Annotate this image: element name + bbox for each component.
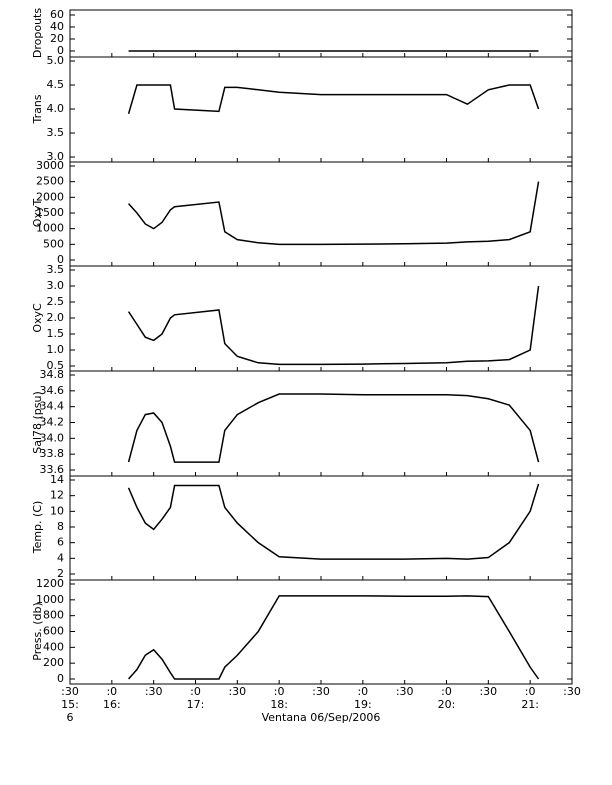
y-tick-label: 500 [43, 237, 64, 250]
y-tick-label: 5.0 [47, 54, 65, 67]
x-tick-label: :0 [525, 685, 536, 698]
y-tick-label: 1.5 [47, 327, 65, 340]
y-tick-label: 0 [57, 44, 64, 57]
y-tick-label: 2000 [36, 190, 64, 203]
x-tick-label: :30 [312, 685, 330, 698]
x-tick-label: :30 [61, 685, 79, 698]
x-day-label: 6 [67, 711, 74, 724]
y-axis-label: Temp. (C) [31, 501, 44, 555]
y-tick-label: 33.6 [40, 463, 65, 476]
y-tick-label: 8 [57, 520, 64, 533]
y-tick-label: 1500 [36, 206, 64, 219]
x-tick-label: :30 [396, 685, 414, 698]
y-tick-label: 1000 [36, 222, 64, 235]
y-tick-label: 200 [43, 656, 64, 669]
y-tick-label: 60 [50, 8, 64, 21]
y-axis-label: OxyC [31, 303, 44, 333]
y-tick-label: 34.8 [40, 368, 65, 381]
x-hour-label: 15: [61, 698, 79, 711]
y-tick-label: 1000 [36, 593, 64, 606]
data-line [128, 181, 540, 246]
y-tick-label: 0.5 [47, 359, 65, 372]
data-line [127, 483, 540, 560]
x-tick-label: :30 [145, 685, 163, 698]
x-hour-label: 20: [438, 698, 456, 711]
panel-frame [69, 475, 573, 581]
y-tick-label: 2.0 [47, 311, 65, 324]
y-tick-label: 4.5 [47, 78, 65, 91]
y-tick-label: 2500 [36, 175, 64, 188]
y-axis-label: Sal78 (psu) [31, 391, 44, 454]
y-tick-label: 1200 [36, 577, 64, 590]
x-tick-label: :30 [479, 685, 497, 698]
x-axis-label: Ventana 06/Sep/2006 [262, 711, 381, 724]
x-hour-label: 21: [521, 698, 539, 711]
y-tick-label: 1.0 [47, 343, 65, 356]
y-tick-label: 3.0 [47, 150, 65, 163]
y-tick-label: 2.5 [47, 295, 65, 308]
y-tick-label: 33.8 [40, 447, 65, 460]
y-tick-label: 14 [50, 473, 64, 486]
y-tick-label: 10 [50, 504, 64, 517]
y-tick-label: 34.4 [40, 400, 65, 413]
data-line [127, 285, 540, 366]
panel-frame [69, 161, 573, 267]
y-axis-label: OxyT [31, 199, 44, 228]
y-tick-label: 34.2 [40, 416, 65, 429]
x-hour-label: 19: [354, 698, 372, 711]
x-hour-label: 17: [187, 698, 205, 711]
y-axis-label: Dropouts [31, 8, 44, 58]
x-tick-label: :0 [190, 685, 201, 698]
y-axis-label: Press. (db) [31, 602, 44, 661]
data-line [127, 393, 540, 463]
panel-frame [69, 265, 573, 372]
y-tick-label: 34.6 [40, 384, 65, 397]
x-tick-label: :0 [441, 685, 452, 698]
y-tick-label: 4 [57, 551, 64, 564]
x-tick-label: :30 [563, 685, 581, 698]
panel-frame [69, 370, 573, 477]
y-tick-label: 34.0 [40, 431, 65, 444]
y-tick-label: 12 [50, 489, 64, 502]
data-line [128, 595, 540, 680]
x-tick-label: :0 [357, 685, 368, 698]
y-axis-label: Trans [31, 94, 44, 124]
x-tick-label: :30 [228, 685, 246, 698]
y-tick-label: 800 [43, 609, 64, 622]
y-tick-label: 40 [50, 20, 64, 33]
y-tick-label: 2 [57, 567, 64, 580]
y-tick-label: 0 [57, 253, 64, 266]
y-tick-label: 400 [43, 640, 64, 653]
y-tick-label: 0 [57, 672, 64, 685]
y-tick-label: 600 [43, 625, 64, 638]
panel-frame [69, 9, 573, 58]
panel-frame [69, 56, 573, 163]
y-tick-label: 3.5 [47, 263, 65, 276]
y-tick-label: 3.5 [47, 126, 65, 139]
x-tick-label: :0 [106, 685, 117, 698]
y-tick-label: 6 [57, 536, 64, 549]
y-tick-label: 3000 [36, 159, 64, 172]
x-tick-label: :0 [274, 685, 285, 698]
x-hour-label: 16: [103, 698, 121, 711]
x-hour-label: 18: [270, 698, 288, 711]
y-tick-label: 20 [50, 32, 64, 45]
y-tick-label: 3.0 [47, 279, 65, 292]
y-tick-label: 4.0 [47, 102, 65, 115]
data-line [127, 84, 540, 115]
